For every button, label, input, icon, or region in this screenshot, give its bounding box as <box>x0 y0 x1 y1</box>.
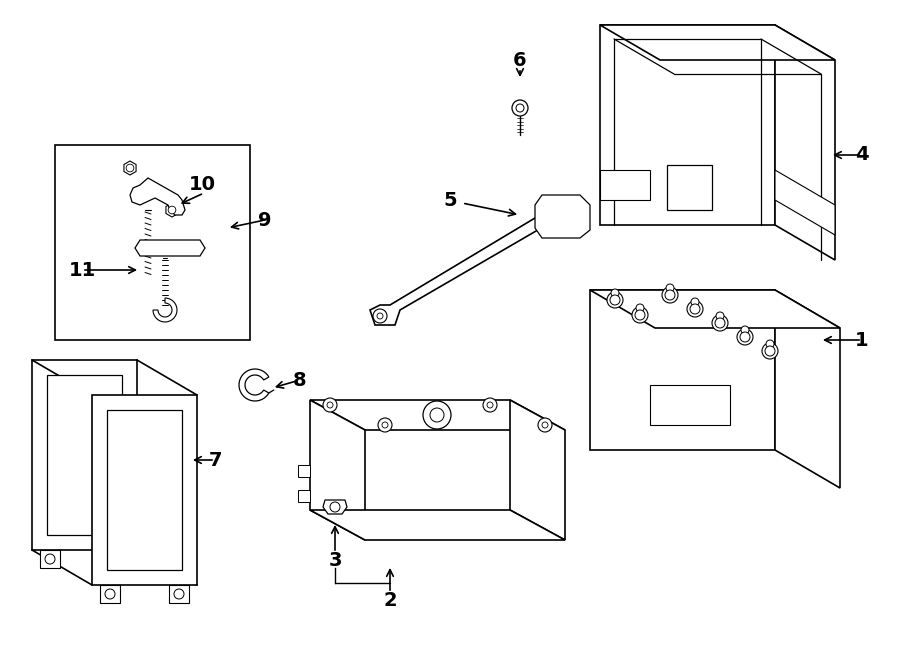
Polygon shape <box>40 550 60 568</box>
Polygon shape <box>775 290 840 488</box>
Polygon shape <box>130 178 185 215</box>
Text: 4: 4 <box>855 145 868 165</box>
Circle shape <box>45 554 55 564</box>
Circle shape <box>690 304 700 314</box>
Polygon shape <box>92 395 197 585</box>
Circle shape <box>737 329 753 345</box>
Circle shape <box>741 326 749 334</box>
Bar <box>55 145 250 340</box>
Polygon shape <box>107 410 182 570</box>
Text: 3: 3 <box>328 551 342 570</box>
Circle shape <box>168 206 176 214</box>
Polygon shape <box>100 585 120 603</box>
Polygon shape <box>169 585 189 603</box>
Polygon shape <box>775 25 835 260</box>
Circle shape <box>323 398 337 412</box>
Polygon shape <box>590 290 840 328</box>
Polygon shape <box>510 400 565 540</box>
Polygon shape <box>323 500 347 514</box>
Polygon shape <box>135 240 205 256</box>
Polygon shape <box>153 298 177 322</box>
Polygon shape <box>239 369 269 401</box>
Circle shape <box>636 304 644 312</box>
Polygon shape <box>535 195 590 238</box>
Circle shape <box>174 589 184 599</box>
Text: 6: 6 <box>513 50 526 69</box>
Circle shape <box>330 502 340 512</box>
Polygon shape <box>32 360 137 550</box>
Polygon shape <box>47 375 122 535</box>
Text: 5: 5 <box>443 190 457 210</box>
Circle shape <box>666 284 674 292</box>
Circle shape <box>542 422 548 428</box>
Circle shape <box>538 418 552 432</box>
Polygon shape <box>310 400 565 430</box>
Circle shape <box>691 298 699 306</box>
Circle shape <box>687 301 703 317</box>
Polygon shape <box>590 290 775 450</box>
Circle shape <box>766 340 774 348</box>
Circle shape <box>373 309 387 323</box>
Circle shape <box>740 332 750 342</box>
Circle shape <box>114 554 124 564</box>
Circle shape <box>610 295 620 305</box>
Text: 7: 7 <box>208 451 221 469</box>
Polygon shape <box>667 165 712 210</box>
Circle shape <box>632 307 648 323</box>
Polygon shape <box>600 25 775 225</box>
Text: 11: 11 <box>68 260 95 280</box>
Circle shape <box>378 418 392 432</box>
Polygon shape <box>370 205 570 325</box>
Polygon shape <box>310 400 365 540</box>
Polygon shape <box>109 550 129 568</box>
Circle shape <box>483 398 497 412</box>
Polygon shape <box>775 170 835 235</box>
Polygon shape <box>124 161 136 175</box>
Circle shape <box>665 290 675 300</box>
Circle shape <box>712 315 728 331</box>
Polygon shape <box>298 465 310 477</box>
Polygon shape <box>600 25 835 60</box>
Polygon shape <box>298 490 310 502</box>
Circle shape <box>516 104 524 112</box>
Circle shape <box>423 401 451 429</box>
Bar <box>650 385 730 425</box>
Polygon shape <box>600 170 650 200</box>
Circle shape <box>382 422 388 428</box>
Text: 9: 9 <box>258 210 272 229</box>
Circle shape <box>126 164 134 172</box>
Circle shape <box>105 589 115 599</box>
Circle shape <box>765 346 775 356</box>
Circle shape <box>430 408 444 422</box>
Circle shape <box>512 100 528 116</box>
Circle shape <box>377 313 383 319</box>
Circle shape <box>607 292 623 308</box>
Circle shape <box>635 310 645 320</box>
Text: 2: 2 <box>383 590 397 609</box>
Circle shape <box>487 402 493 408</box>
Polygon shape <box>166 203 178 217</box>
Circle shape <box>716 312 724 320</box>
Text: 1: 1 <box>855 330 868 350</box>
Circle shape <box>662 287 678 303</box>
Circle shape <box>611 289 619 297</box>
Text: 10: 10 <box>188 176 215 194</box>
Polygon shape <box>310 510 565 540</box>
Circle shape <box>762 343 778 359</box>
Circle shape <box>715 318 725 328</box>
Circle shape <box>327 402 333 408</box>
Text: 8: 8 <box>293 371 307 389</box>
